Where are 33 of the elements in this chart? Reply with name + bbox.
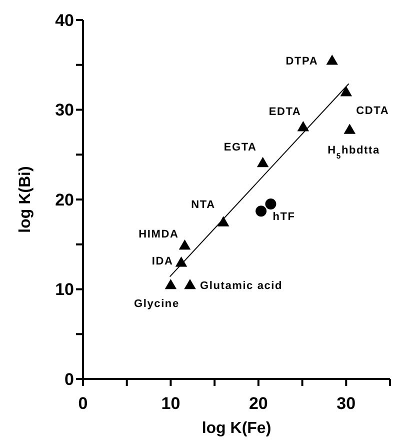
- y-tick-label: 0: [64, 370, 74, 389]
- point: [217, 216, 230, 226]
- point: [340, 86, 352, 96]
- y-axis-title: log K(Bi): [17, 166, 34, 233]
- x-tick-label: 10: [161, 394, 180, 413]
- point: [164, 278, 177, 290]
- annotation: hTF: [272, 210, 296, 223]
- annotation: NTA: [191, 198, 216, 211]
- y-tick-label: 40: [55, 10, 74, 30]
- annotation: EDTA: [268, 106, 302, 118]
- annotation: HIMDA: [138, 228, 179, 240]
- x-tick-label: 0: [78, 394, 88, 413]
- y-tick-label: 30: [55, 100, 74, 120]
- x-axis-title: log K(Fe): [202, 420, 272, 437]
- y-tick-label: 20: [55, 190, 74, 210]
- x-tick-label: 20: [248, 394, 268, 413]
- point: [256, 206, 267, 217]
- point: [184, 278, 196, 290]
- annotation: Glycine: [134, 298, 180, 310]
- x-tick-label: 30: [336, 394, 356, 413]
- point: [344, 124, 356, 134]
- annotation: H$_{5}$hbdtta: [328, 144, 380, 160]
- annotation: DTPA: [286, 55, 318, 68]
- annotation: Glutamic acid: [200, 280, 283, 292]
- annotation: IDA: [152, 255, 174, 268]
- y-tick-label: 10: [55, 280, 74, 300]
- annotation: EGTA: [224, 142, 257, 154]
- point: [297, 121, 310, 132]
- point: [265, 198, 276, 210]
- point: [178, 239, 191, 250]
- point: [326, 54, 338, 65]
- annotation: CDTA: [356, 104, 390, 117]
- point: [256, 156, 269, 168]
